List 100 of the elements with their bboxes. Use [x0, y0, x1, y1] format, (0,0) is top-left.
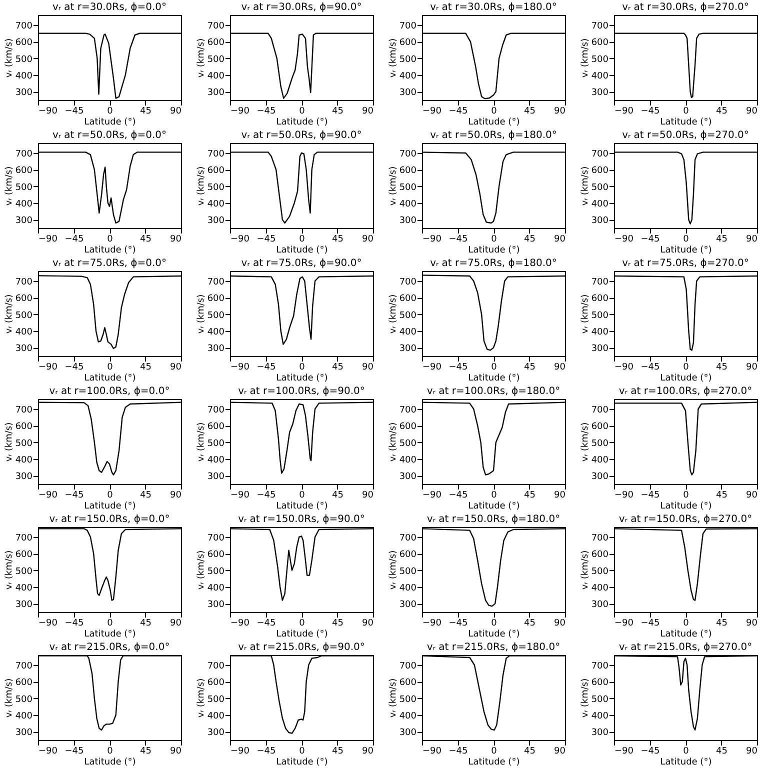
x-tick-label: 45: [140, 106, 152, 116]
x-tick-label: 0: [491, 618, 498, 628]
chart-title: vᵣ at r=150.0Rs, ϕ=90.0°: [238, 514, 365, 525]
x-tick-label: 90: [170, 362, 182, 372]
x-axis-title: Latitude (°): [660, 630, 712, 640]
y-tick-label: 300: [399, 728, 417, 738]
y-axis-title: vᵣ (km/s): [196, 422, 206, 462]
y-tick-label: 600: [591, 38, 609, 48]
y-axis-title: vᵣ (km/s): [4, 294, 14, 334]
y-tick-label: 500: [591, 54, 609, 65]
x-tick-label: 45: [140, 234, 152, 244]
x-tick-label: 90: [170, 234, 182, 244]
y-tick-label: 300: [399, 472, 417, 482]
y-tick-label: 500: [399, 310, 417, 321]
y-tick-label: 600: [399, 294, 417, 304]
x-axis-title: Latitude (°): [468, 502, 520, 512]
y-tick-label: 500: [15, 182, 33, 193]
y-tick-label: 400: [591, 72, 609, 82]
x-tick-label: 0: [107, 490, 114, 500]
x-tick-label: 0: [107, 618, 114, 628]
x-tick-label: 0: [683, 362, 690, 372]
chart-title: vᵣ at r=50.0Rs, ϕ=180.0°: [430, 130, 557, 141]
x-axis-title: Latitude (°): [276, 374, 328, 384]
y-tick-label: 700: [591, 534, 609, 544]
x-tick-label: −90: [38, 618, 58, 628]
y-axis-title: vᵣ (km/s): [4, 38, 14, 78]
y-axis-title: vᵣ (km/s): [196, 38, 206, 78]
y-tick-label: 500: [591, 182, 609, 193]
x-tick-label: −45: [256, 490, 276, 500]
y-tick-label: 700: [591, 662, 609, 672]
x-axis-title: Latitude (°): [660, 374, 712, 384]
x-axis-title: Latitude (°): [276, 502, 328, 512]
chart-title: vᵣ at r=30.0Rs, ϕ=0.0°: [52, 2, 167, 13]
y-axis-title: vᵣ (km/s): [196, 550, 206, 590]
x-tick-label: −90: [614, 234, 634, 244]
y-tick-label: 700: [207, 278, 225, 288]
x-tick-label: −45: [640, 106, 660, 116]
x-tick-label: −90: [422, 618, 442, 628]
x-tick-label: −45: [640, 362, 660, 372]
x-tick-label: −45: [64, 746, 84, 756]
chart-title: vᵣ at r=150.0Rs, ϕ=270.0°: [618, 514, 752, 525]
x-tick-label: 90: [170, 618, 182, 628]
x-axis-title: Latitude (°): [276, 758, 328, 768]
x-tick-label: −45: [448, 106, 468, 116]
y-tick-label: 300: [591, 728, 609, 738]
x-tick-label: −90: [614, 106, 634, 116]
y-tick-label: 500: [399, 54, 417, 65]
x-tick-label: −45: [64, 234, 84, 244]
chart-title: vᵣ at r=30.0Rs, ϕ=270.0°: [622, 2, 749, 13]
y-tick-label: 300: [399, 600, 417, 610]
y-tick-label: 500: [399, 182, 417, 193]
y-tick-label: 700: [207, 406, 225, 416]
chart-title: vᵣ at r=215.0Rs, ϕ=0.0°: [49, 642, 170, 653]
y-tick-label: 700: [591, 278, 609, 288]
x-tick-label: −45: [640, 234, 660, 244]
y-tick-label: 600: [591, 550, 609, 560]
y-axis-title: vᵣ (km/s): [580, 166, 590, 206]
y-axis-title: vᵣ (km/s): [388, 294, 398, 334]
x-tick-label: −45: [448, 490, 468, 500]
x-tick-label: −90: [230, 106, 250, 116]
y-tick-label: 500: [15, 310, 33, 321]
x-tick-label: −90: [422, 490, 442, 500]
x-tick-label: −90: [230, 234, 250, 244]
x-tick-label: −90: [38, 490, 58, 500]
x-tick-label: −45: [256, 234, 276, 244]
y-tick-label: 300: [399, 216, 417, 226]
x-tick-label: 90: [554, 362, 566, 372]
y-axis-title: vᵣ (km/s): [388, 166, 398, 206]
y-tick-label: 400: [15, 456, 33, 466]
x-tick-label: 0: [299, 234, 306, 244]
x-tick-label: 90: [362, 106, 374, 116]
y-tick-label: 500: [207, 694, 225, 705]
x-tick-label: 90: [362, 618, 374, 628]
y-tick-label: 500: [591, 566, 609, 577]
x-tick-label: 0: [107, 746, 114, 756]
y-tick-label: 700: [399, 22, 417, 32]
x-axis-title: Latitude (°): [468, 758, 520, 768]
x-axis-title: Latitude (°): [84, 502, 136, 512]
y-tick-label: 600: [207, 294, 225, 304]
x-tick-label: 90: [746, 490, 758, 500]
x-tick-label: 90: [554, 490, 566, 500]
y-tick-label: 300: [15, 344, 33, 354]
y-tick-label: 700: [15, 22, 33, 32]
y-tick-label: 600: [399, 38, 417, 48]
x-tick-label: −45: [448, 618, 468, 628]
chart-title: vᵣ at r=75.0Rs, ϕ=0.0°: [52, 258, 167, 269]
y-tick-label: 500: [15, 438, 33, 449]
chart-title: vᵣ at r=215.0Rs, ϕ=270.0°: [618, 642, 752, 653]
y-tick-label: 600: [15, 422, 33, 432]
x-tick-label: 45: [332, 362, 344, 372]
chart-title: vᵣ at r=100.0Rs, ϕ=0.0°: [49, 386, 170, 397]
y-axis-title: vᵣ (km/s): [4, 678, 14, 718]
x-tick-label: 0: [491, 362, 498, 372]
x-tick-label: −90: [38, 234, 58, 244]
x-tick-label: −90: [614, 362, 634, 372]
x-tick-label: 90: [746, 746, 758, 756]
y-tick-label: 400: [399, 328, 417, 338]
y-axis-title: vᵣ (km/s): [388, 678, 398, 718]
y-tick-label: 400: [15, 200, 33, 210]
y-tick-label: 300: [15, 728, 33, 738]
